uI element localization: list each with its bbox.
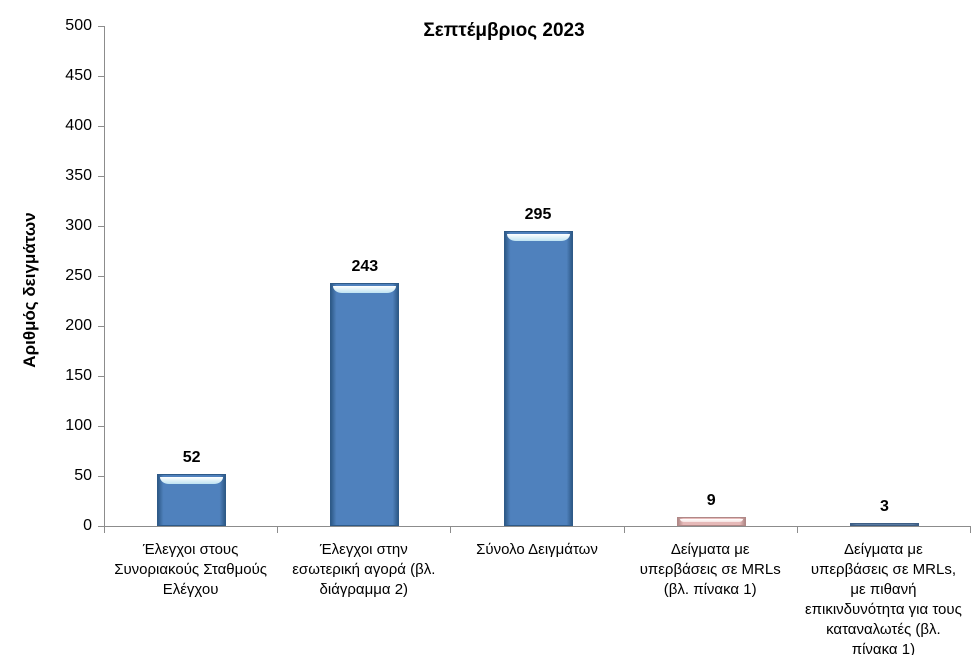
bar [503,231,573,526]
plot-area: 52 243 295 9 [104,26,971,527]
y-tick-label: 400 [65,117,92,134]
x-tick-mark [797,527,798,533]
bar-gloss-highlight [679,519,743,522]
y-tick-mark [98,126,104,127]
y-tick-label: 100 [65,417,92,434]
bar [849,523,919,526]
y-tick-label: 450 [65,67,92,84]
y-tick-mark [98,526,104,527]
y-tick-label: 300 [65,217,92,234]
bar-gloss-highlight [506,234,570,241]
bar [157,474,227,526]
x-axis-labels: Έλεγχοι στους Συνοριακούς Σταθμούς Ελέγχ… [104,540,970,655]
y-tick-label: 250 [65,267,92,284]
bar-slot: 9 [625,26,798,526]
y-tick-label: 200 [65,317,92,334]
x-tick-mark [277,527,278,533]
y-tick-mark [98,326,104,327]
y-tick-label: 0 [83,517,92,534]
x-tick-mark [624,527,625,533]
bar-slot: 243 [278,26,451,526]
bar-gloss-highlight [160,477,224,484]
y-tick-label: 350 [65,167,92,184]
x-tick-mark [450,527,451,533]
x-category-label: Σύνολο Δειγμάτων [476,541,598,558]
chart-title: Σεπτέμβριος 2023 [423,20,585,41]
bar-value-label: 52 [182,449,201,466]
y-tick-mark [98,426,104,427]
bar [676,517,746,526]
bar-slot: 3 [798,26,971,526]
bar-value-label: 9 [706,492,716,509]
bar-value-label: 243 [351,258,379,275]
x-category-label: Έλεγχοι στην εσωτερική αγορά (βλ. διάγρα… [292,541,436,598]
y-tick-mark [98,276,104,277]
bar-slot: 295 [451,26,624,526]
x-category-label: Έλεγχοι στους Συνοριακούς Σταθμούς Ελέγχ… [114,541,267,598]
y-tick-label: 150 [65,367,92,384]
y-tick-mark [98,26,104,27]
bar [330,283,400,526]
bars-container: 52 243 295 9 [105,26,971,526]
y-tick-mark [98,226,104,227]
bar-gloss-highlight [333,286,397,293]
bar-slot: 52 [105,26,278,526]
x-category-label: Δείγματα με υπερβάσεις σε MRLs, με πιθαν… [804,541,962,655]
x-category-label: Δείγματα με υπερβάσεις σε MRLs (βλ. πίνα… [639,541,781,598]
y-tick-label: 500 [65,17,92,34]
y-axis-title: Αριθμός δειγμάτων [20,212,39,368]
bar-value-label: 295 [524,206,552,223]
y-tick-mark [98,176,104,177]
x-tick-mark [104,527,105,533]
x-tick-mark [970,527,971,533]
y-tick-mark [98,376,104,377]
y-tick-mark [98,76,104,77]
y-tick-label: 50 [74,467,92,484]
bar-value-label: 3 [879,498,889,515]
y-tick-mark [98,476,104,477]
